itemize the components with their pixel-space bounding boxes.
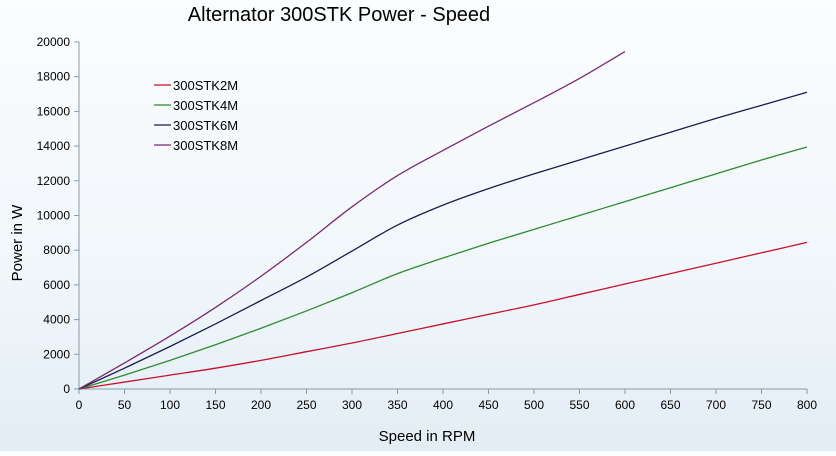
x-tick-label: 800 bbox=[797, 398, 817, 412]
chart-title: Alternator 300STK Power - Speed bbox=[188, 4, 490, 26]
y-tick-label: 14000 bbox=[37, 139, 71, 153]
y-tick-label: 8000 bbox=[43, 243, 70, 257]
y-tick-label: 0 bbox=[63, 382, 70, 396]
x-tick-label: 650 bbox=[660, 398, 680, 412]
y-tick-label: 2000 bbox=[43, 347, 70, 361]
x-tick-label: 700 bbox=[706, 398, 726, 412]
series-line-300stk8m bbox=[78, 50, 626, 390]
x-tick-label: 250 bbox=[296, 398, 316, 412]
y-tick-label: 10000 bbox=[37, 209, 71, 223]
legend-label-300stk6m: 300STK6M bbox=[173, 118, 238, 133]
legend-label-300stk4m: 300STK4M bbox=[173, 98, 238, 113]
y-axis-title: Power in W bbox=[9, 204, 26, 282]
x-tick-label: 300 bbox=[342, 398, 362, 412]
series-line-300stk6m bbox=[78, 91, 808, 390]
x-tick-label: 50 bbox=[118, 398, 132, 412]
x-tick-label: 400 bbox=[433, 398, 453, 412]
x-tick-label: 550 bbox=[569, 398, 589, 412]
x-tick-label: 450 bbox=[478, 398, 498, 412]
x-tick-label: 500 bbox=[524, 398, 544, 412]
series-line-300stk2m bbox=[78, 241, 808, 390]
x-tick-label: 150 bbox=[205, 398, 225, 412]
x-tick-label: 350 bbox=[387, 398, 407, 412]
legend-label-300stk8m: 300STK8M bbox=[173, 138, 238, 153]
x-axis-title: Speed in RPM bbox=[379, 428, 476, 445]
y-tick-label: 16000 bbox=[37, 104, 71, 118]
x-tick-label: 600 bbox=[615, 398, 635, 412]
y-tick-label: 18000 bbox=[37, 70, 71, 84]
y-tick-label: 6000 bbox=[43, 278, 70, 292]
series-line-300stk4m bbox=[78, 146, 808, 390]
x-tick-label: 200 bbox=[251, 398, 271, 412]
x-tick-label: 100 bbox=[160, 398, 180, 412]
legend-label-300stk2m: 300STK2M bbox=[173, 78, 238, 93]
x-tick-label: 750 bbox=[751, 398, 771, 412]
y-tick-label: 4000 bbox=[43, 313, 70, 327]
x-tick-label: 0 bbox=[76, 398, 83, 412]
y-tick-label: 12000 bbox=[37, 174, 71, 188]
y-tick-label: 20000 bbox=[37, 35, 71, 49]
